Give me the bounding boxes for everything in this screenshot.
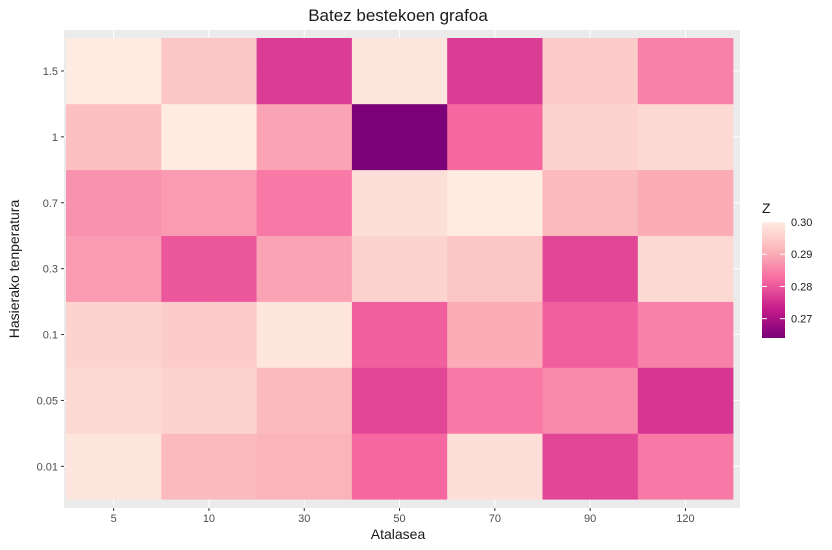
legend-tick-label: 0.30 xyxy=(791,217,812,229)
x-tick-label: 90 xyxy=(584,513,596,525)
heatmap-cell xyxy=(542,367,639,434)
heatmap-cell xyxy=(161,169,257,236)
y-tick-label: 0.7 xyxy=(43,198,58,210)
legend-colorbar xyxy=(762,222,785,338)
heatmap-cell xyxy=(637,301,734,368)
x-tick-label: 120 xyxy=(676,513,694,525)
heatmap-cell xyxy=(161,433,257,500)
heatmap-cell xyxy=(542,235,639,302)
heatmap-cell xyxy=(161,235,257,302)
x-tick-label: 30 xyxy=(298,513,310,525)
heatmap-cell xyxy=(256,433,353,500)
heatmap-cell xyxy=(447,235,543,302)
heatmap-cell xyxy=(447,103,543,171)
x-axis-title: Atalasea xyxy=(371,526,426,542)
heatmap-cell xyxy=(447,433,543,500)
y-axis-ticks: 0.01 0.05 0.1 0.3 0.7 1 1.5 xyxy=(37,66,64,473)
heatmap-cell xyxy=(351,301,448,368)
heatmap-cell xyxy=(256,301,353,368)
heatmap-cells xyxy=(66,38,734,500)
legend-tick-label: 0.29 xyxy=(791,249,812,261)
legend-ticks: 0.30 0.29 0.28 0.27 xyxy=(762,217,812,326)
heatmap-cell xyxy=(542,103,639,171)
x-tick-label: 10 xyxy=(203,513,215,525)
color-legend: Z 0.30 0.29 0.28 0.27 xyxy=(762,200,812,338)
heatmap-cell xyxy=(637,38,734,105)
y-tick-label: 0.3 xyxy=(43,264,58,276)
chart-title: Batez bestekoen grafoa xyxy=(308,6,488,25)
heatmap-cell xyxy=(66,235,162,302)
heatmap-cell xyxy=(66,169,162,236)
heatmap-cell xyxy=(351,433,448,500)
heatmap-cell xyxy=(542,433,639,500)
heatmap-cell xyxy=(351,367,448,434)
x-tick-label: 5 xyxy=(111,513,117,525)
heatmap-cell xyxy=(161,301,257,368)
heatmap-cell xyxy=(256,235,353,302)
heatmap-cell xyxy=(66,433,162,500)
heatmap-cell xyxy=(447,367,543,434)
heatmap-cell xyxy=(542,301,639,368)
heatmap-cell xyxy=(542,38,639,105)
y-tick-label: 0.01 xyxy=(37,461,58,473)
x-tick-label: 70 xyxy=(489,513,501,525)
heatmap-cell xyxy=(351,235,448,302)
heatmap-cell xyxy=(256,103,353,171)
heatmap-cell xyxy=(351,103,448,171)
heatmap-cell xyxy=(637,103,734,171)
heatmap-cell xyxy=(637,235,734,302)
legend-tick-label: 0.27 xyxy=(791,314,812,326)
y-axis-title: Hasierako tenperatura xyxy=(6,200,22,339)
heatmap-cell xyxy=(66,103,162,171)
heatmap-cell xyxy=(66,301,162,368)
heatmap-cell xyxy=(66,38,162,105)
heatmap-cell xyxy=(256,38,353,105)
y-tick-label: 1 xyxy=(52,132,58,144)
heatmap-cell xyxy=(256,169,353,236)
heatmap-cell xyxy=(256,367,353,434)
heatmap-cell xyxy=(447,38,543,105)
x-axis-ticks: 5 10 30 50 70 90 120 xyxy=(111,508,695,525)
heatmap-cell xyxy=(542,169,639,236)
legend-tick-label: 0.28 xyxy=(791,281,812,293)
heatmap-cell xyxy=(637,367,734,434)
heatmap-cell xyxy=(161,103,257,171)
heatmap-cell xyxy=(447,169,543,236)
y-tick-label: 0.05 xyxy=(37,395,58,407)
y-tick-label: 0.1 xyxy=(43,330,58,342)
legend-title: Z xyxy=(762,200,771,216)
heatmap-cell xyxy=(161,38,257,105)
heatmap-cell xyxy=(351,38,448,105)
heatmap-cell xyxy=(637,169,734,236)
heatmap-cell xyxy=(637,433,734,500)
y-tick-label: 1.5 xyxy=(43,66,58,78)
heatmap-cell xyxy=(66,367,162,434)
heatmap-cell xyxy=(447,301,543,368)
x-tick-label: 50 xyxy=(393,513,405,525)
heatmap-cell xyxy=(351,169,448,236)
heatmap-cell xyxy=(161,367,257,434)
